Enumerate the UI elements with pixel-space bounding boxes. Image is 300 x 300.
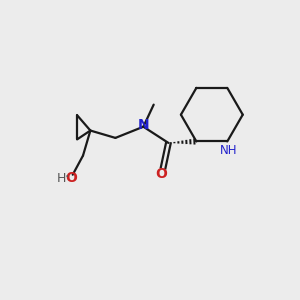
Text: ·: ·: [64, 170, 68, 184]
Text: H: H: [57, 172, 66, 185]
Text: O: O: [156, 167, 168, 182]
Text: N: N: [138, 118, 149, 132]
Text: NH: NH: [220, 144, 238, 158]
Text: O: O: [65, 171, 77, 185]
